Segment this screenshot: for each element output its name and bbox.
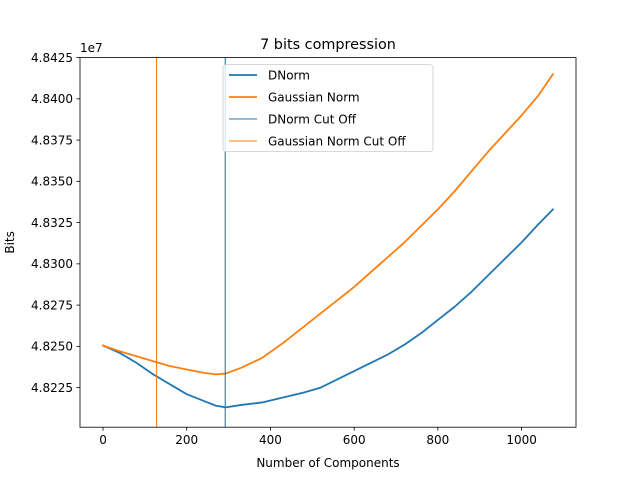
x-tick-label: 1000 — [506, 433, 537, 447]
y-tick-label: 4.8425 — [31, 51, 73, 65]
y-tick-label: 4.8350 — [31, 175, 73, 189]
y-tick-label: 4.8250 — [31, 340, 73, 354]
x-axis-label: Number of Components — [256, 456, 399, 470]
axes-frame — [79, 57, 577, 428]
x-tick-label: 800 — [426, 433, 449, 447]
dnorm-line — [101, 208, 555, 409]
legend-label-dnorm-cut-off: DNorm Cut Off — [268, 112, 357, 126]
y-tick-label: 4.8325 — [31, 216, 73, 230]
x-tick-label: 600 — [343, 433, 366, 447]
legend-frame — [222, 64, 434, 152]
legend-label-gaussian-norm: Gaussian Norm — [268, 90, 360, 104]
gaussian-norm-line — [101, 72, 555, 376]
x-tick-label: 200 — [175, 433, 198, 447]
legend-label-gaussian-norm-cut-off: Gaussian Norm Cut Off — [268, 134, 406, 148]
y-offset-text: 1e7 — [80, 41, 103, 55]
y-tick-label: 4.8275 — [31, 298, 73, 312]
chart-title: 7 bits compression — [260, 37, 396, 53]
x-tick-label: 400 — [259, 433, 282, 447]
y-tick-label: 4.8375 — [31, 133, 73, 147]
legend-label-dnorm: DNorm — [268, 68, 310, 82]
y-tick-label: 4.8400 — [31, 92, 73, 106]
x-tick-label: 0 — [99, 433, 107, 447]
y-tick-label: 4.8300 — [31, 257, 73, 271]
legend: DNorm Gaussian Norm DNorm Cut Off Gaussian … — [222, 64, 434, 152]
y-tick-label: 4.8225 — [31, 381, 73, 395]
y-axis-label: Bits — [3, 231, 17, 254]
